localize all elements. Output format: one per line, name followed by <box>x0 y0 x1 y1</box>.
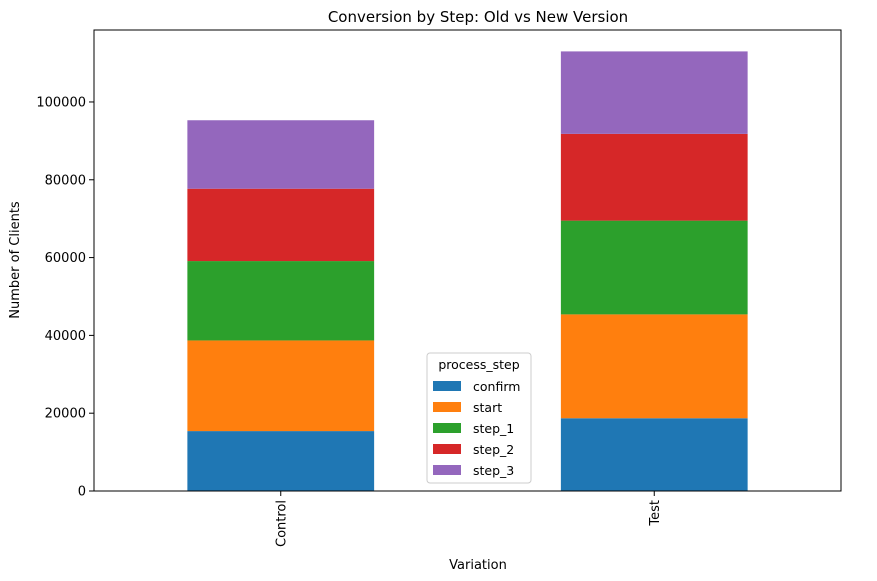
x-tick-label-test: Test <box>648 500 663 527</box>
legend-label-step-2: step_2 <box>473 442 514 457</box>
x-axis: Control Test <box>274 491 663 547</box>
legend-swatch-start <box>433 402 461 412</box>
chart-title: Conversion by Step: Old vs New Version <box>328 8 628 26</box>
legend-label-step-3: step_3 <box>473 463 514 478</box>
x-axis-title: Variation <box>449 558 507 573</box>
legend-swatch-step-1 <box>433 423 461 433</box>
bar-test-step-3 <box>560 51 748 134</box>
bar-control-confirm <box>187 431 375 491</box>
legend-label-confirm: confirm <box>473 379 520 394</box>
legend-label-start: start <box>473 400 502 415</box>
bar-test-start <box>560 314 748 419</box>
legend-title: process_step <box>438 357 519 372</box>
legend: process_step confirm start step_1 step_2ste… <box>426 352 532 484</box>
y-tick-label: 40000 <box>45 329 86 344</box>
legend-items: confirm start step_1 step_2 step_3 <box>433 379 520 478</box>
plot-frame <box>93 29 842 492</box>
y-tick-label: 60000 <box>45 251 86 266</box>
bar-test-confirm <box>560 418 748 491</box>
y-axis: 0 20000 40000 60000 80000 100000 <box>36 95 94 500</box>
legend-swatch-confirm <box>433 381 461 391</box>
y-tick-label: 100000 <box>36 95 86 110</box>
legend-swatch-step-2 <box>433 444 461 454</box>
bar-control-step-1 <box>187 261 375 341</box>
bar-test-step-2 <box>560 133 748 221</box>
y-tick-label: 20000 <box>45 407 86 422</box>
y-tick-label: 80000 <box>45 173 86 188</box>
legend-swatch-step-3 <box>433 465 461 475</box>
y-tick-label: 0 <box>78 485 86 500</box>
bar-control-step-2 <box>187 188 375 262</box>
legend-label-step-1: step_1 <box>473 421 514 436</box>
x-tick-label-control: Control <box>274 500 289 547</box>
bar-control-step-3 <box>187 120 375 189</box>
y-axis-title: Number of Clients <box>8 201 23 319</box>
bar-test-step-1 <box>560 220 748 315</box>
bar-control-start <box>187 340 375 432</box>
bars-group <box>187 51 748 491</box>
